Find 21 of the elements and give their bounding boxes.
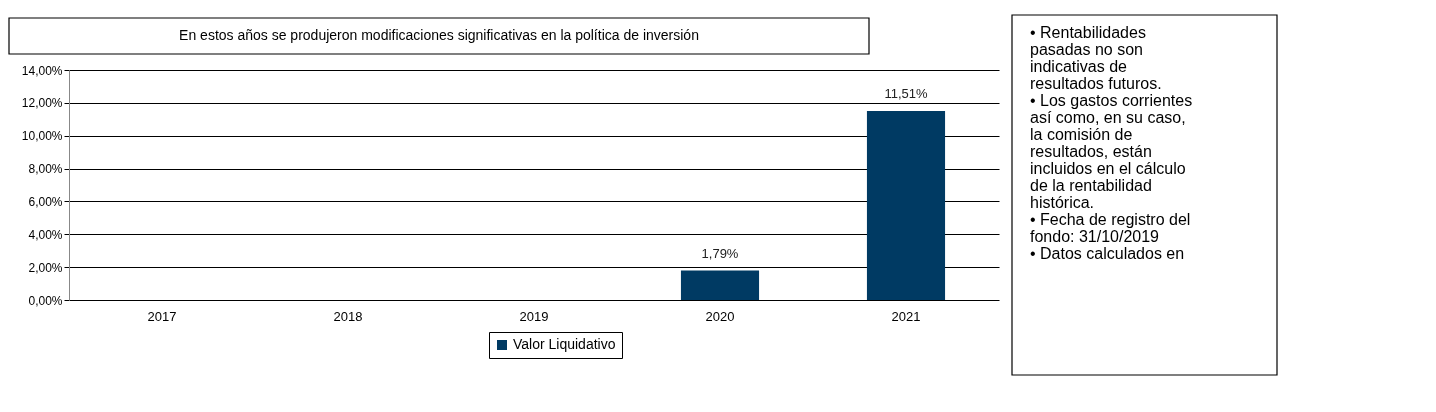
text: • Fecha de registro del fondo: 31/10/2019 — [1030, 211, 1191, 245]
text: • Rentabilidades pasadas no son indicativas de resultados futuros. — [1030, 24, 1162, 92]
data-label: 11,51% — [884, 85, 928, 101]
legend-label: Valor Liquidativo — [513, 336, 616, 352]
text: • Datos calculados en — [1030, 245, 1185, 262]
chart-title: En estos años se produjeron modificaciones significativas en la política de inversión — [179, 27, 699, 43]
y-tick-label: 12,00% — [21, 96, 63, 111]
y-tick-label: 8,00% — [28, 162, 63, 177]
y-tick-label: 6,00% — [28, 194, 63, 209]
text: • Los gastos corrientes así como, en su caso, la comisión de resultados, están incluidos en el cálculo de la rentabilidad histórica. — [1030, 92, 1193, 211]
y-tick-label: 10,00% — [21, 129, 63, 144]
x-tick-label: 2018 — [333, 308, 363, 324]
y-tick-label: 14,00% — [21, 63, 63, 78]
data-label: 1,79% — [701, 245, 739, 261]
y-tick-label: 4,00% — [28, 227, 63, 242]
x-tick-label: 2017 — [147, 308, 177, 324]
y-tick-label: 0,00% — [28, 293, 63, 308]
x-tick-label: 2019 — [519, 308, 549, 324]
x-tick-label: 2020 — [705, 308, 735, 324]
x-tick-label: 2021 — [891, 308, 921, 324]
y-tick-label: 2,00% — [28, 260, 63, 275]
